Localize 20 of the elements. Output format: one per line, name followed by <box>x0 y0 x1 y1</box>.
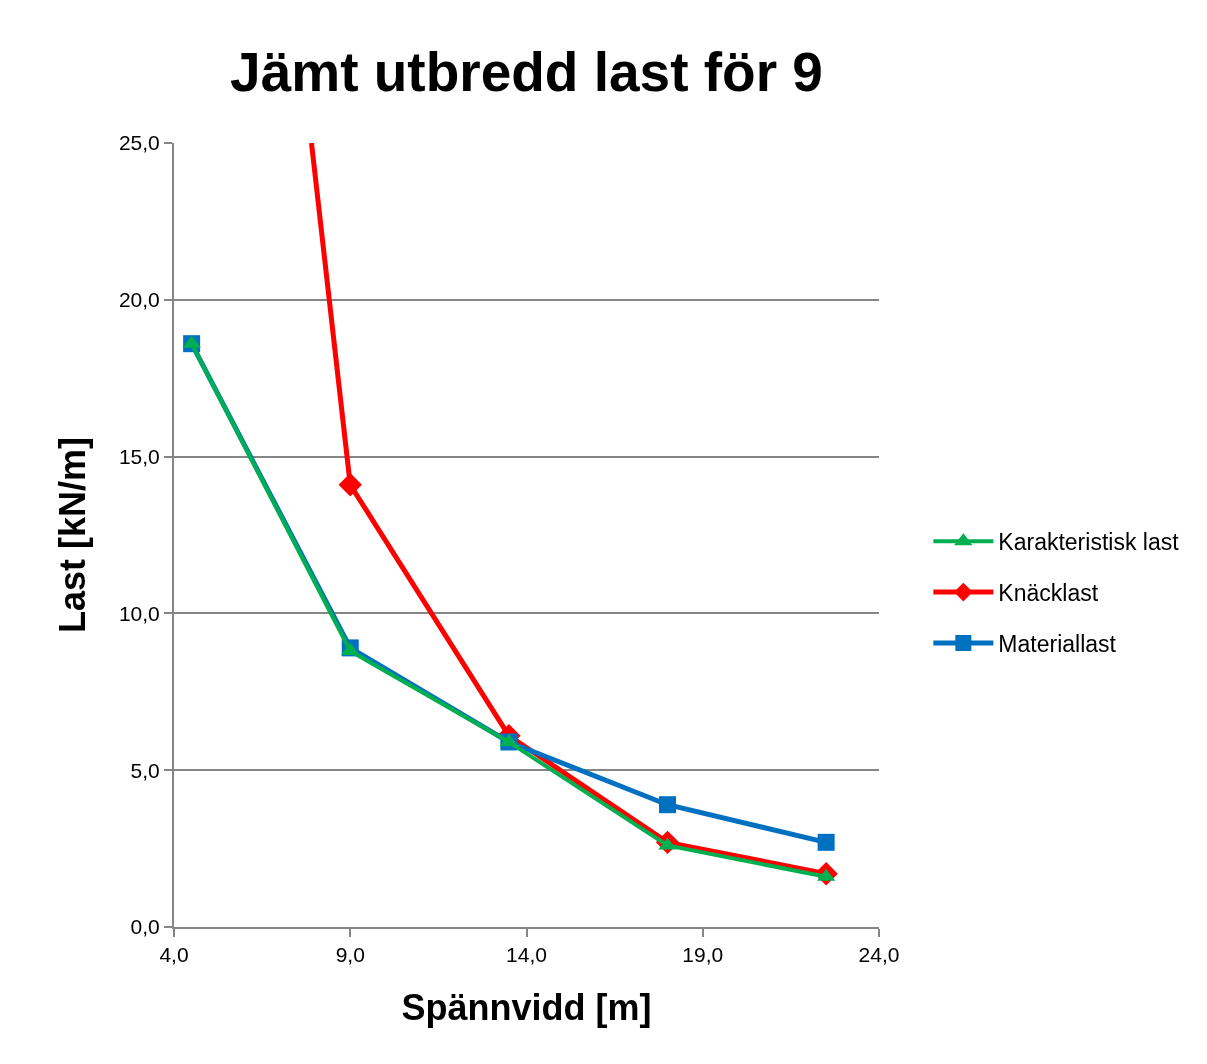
legend-label: Materiallast <box>998 630 1117 657</box>
legend-label: Karakteristisk last <box>998 529 1180 556</box>
x-tick-label: 4,0 <box>159 943 189 967</box>
x-tick-label: 14,0 <box>506 943 547 967</box>
chart-title: Jämt utbredd last för 9 <box>230 41 823 104</box>
point <box>817 833 835 851</box>
legend-label: Knäcklast <box>998 580 1099 607</box>
y-tick-label: 5,0 <box>130 758 160 782</box>
x-axis-title: Spännvidd [m] <box>401 987 652 1029</box>
y-tick-label: 15,0 <box>118 444 160 468</box>
y-tick-label: 0,0 <box>130 915 160 939</box>
y-tick-label: 10,0 <box>118 601 160 625</box>
x-tick-label: 24,0 <box>858 943 900 967</box>
x-tick-label: 19,0 <box>682 943 724 967</box>
y-tick-label: 25,0 <box>118 131 160 155</box>
y-tick-label: 20,0 <box>118 288 160 312</box>
point <box>659 796 676 814</box>
point <box>338 473 362 497</box>
x-tick-label: 9,0 <box>335 943 365 967</box>
y-axis-title: Last [kN/m] <box>52 436 94 634</box>
